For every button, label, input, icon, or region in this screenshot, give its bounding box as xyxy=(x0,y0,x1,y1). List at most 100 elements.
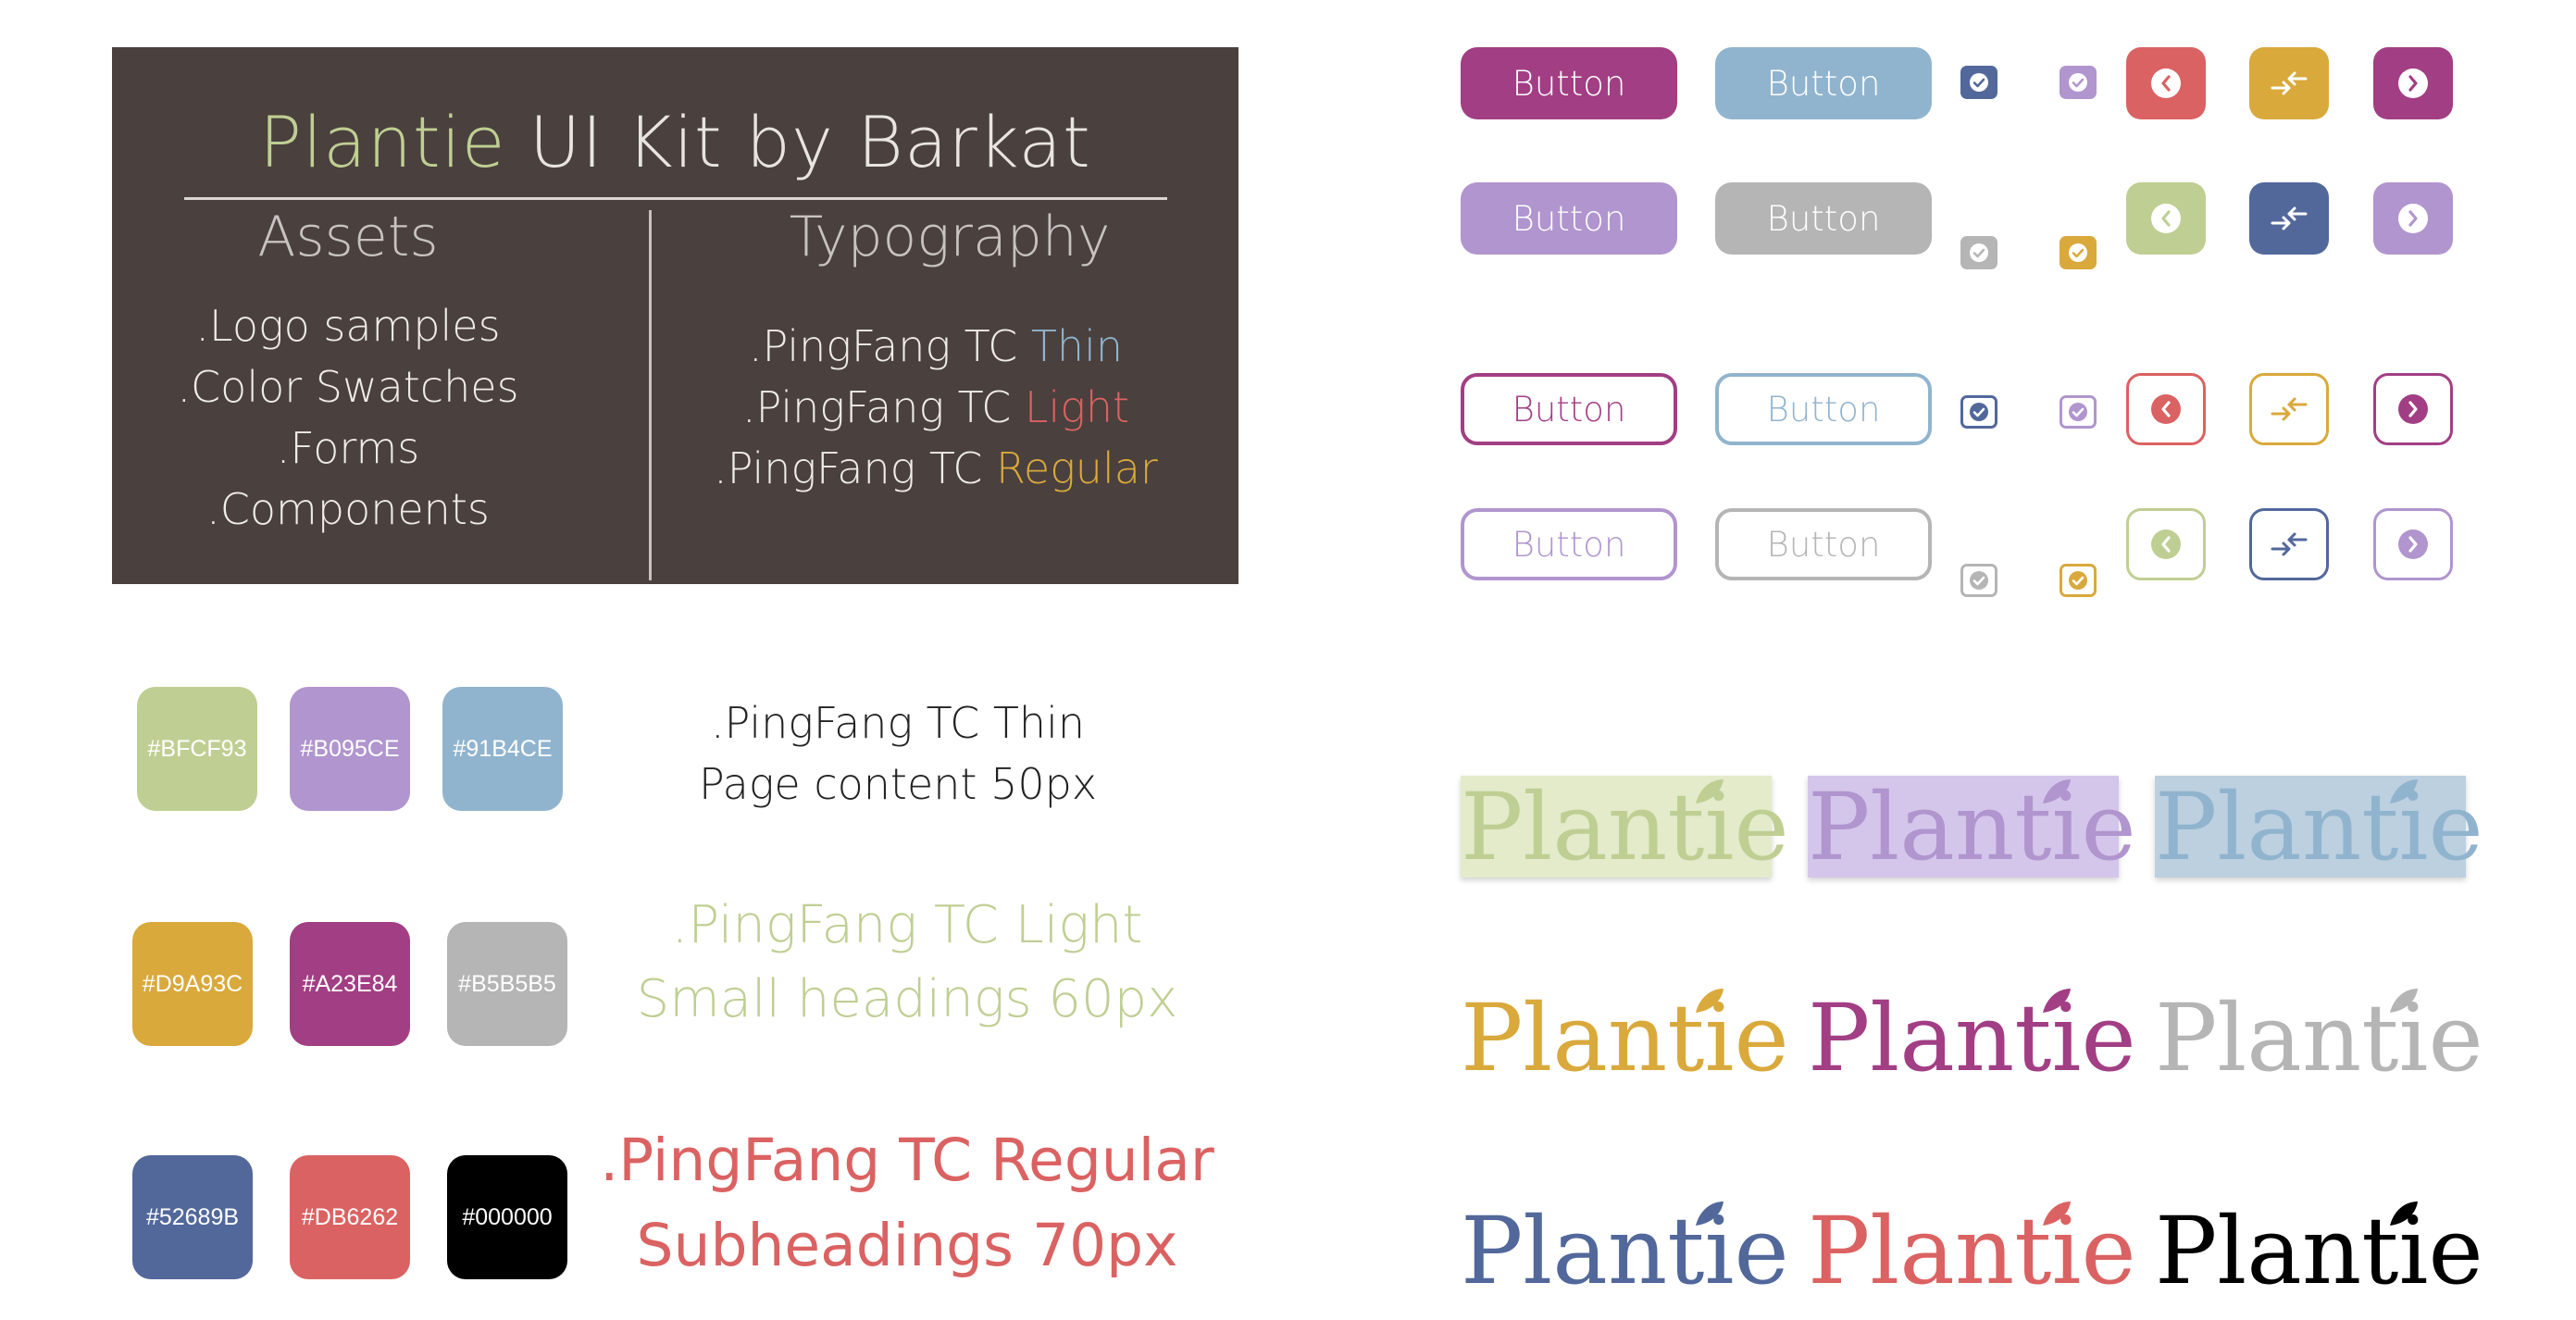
logo: Plantie xyxy=(1461,984,1789,1092)
color-swatch: #B5B5B5 xyxy=(447,922,567,1046)
chevron-right-button[interactable] xyxy=(2373,182,2453,255)
checkbox[interactable] xyxy=(2060,564,2097,597)
typography-heading: Typography xyxy=(789,205,1111,269)
leaf-icon xyxy=(2388,987,2420,1018)
type-spec-light: .PingFang TC Light Small headings 60px xyxy=(592,889,1222,1037)
check-icon xyxy=(1968,401,1990,423)
color-swatch: #DB6262 xyxy=(290,1155,410,1279)
leaf-icon xyxy=(2041,1200,2072,1231)
type-spec-name: .PingFang TC Thin xyxy=(710,698,1086,748)
check-icon xyxy=(2067,242,2089,264)
logo: Plantie xyxy=(2155,1200,2483,1301)
assets-item: .Forms xyxy=(276,423,420,473)
typography-item-weight: Light xyxy=(1024,382,1130,432)
logo-text: Plantie xyxy=(1808,1197,2136,1305)
typography-item: .PingFang TC Thin xyxy=(658,316,1213,377)
checkbox[interactable] xyxy=(2060,395,2097,429)
assets-item: .Components xyxy=(206,484,490,534)
button[interactable]: Button xyxy=(1715,182,1932,255)
chevron-right-icon xyxy=(2397,203,2429,234)
chevron-left-icon xyxy=(2150,68,2182,99)
chevron-right-button[interactable] xyxy=(2373,373,2453,445)
typography-item-weight: Thin xyxy=(1030,321,1124,371)
typography-item: .PingFang TC Regular xyxy=(658,438,1213,499)
swap-arrows-icon xyxy=(2269,395,2309,423)
title-card: Plantie UI Kit by Barkat Assets .Logo sa… xyxy=(112,47,1238,584)
swap-arrows-button[interactable] xyxy=(2249,373,2329,445)
leaf-icon xyxy=(2388,1200,2420,1231)
chevron-left-button[interactable] xyxy=(2126,508,2206,580)
title-divider xyxy=(184,197,1167,200)
button[interactable]: Button xyxy=(1715,373,1932,445)
button[interactable]: Button xyxy=(1461,508,1677,580)
chevron-right-button[interactable] xyxy=(2373,47,2453,119)
logo-text: Plantie xyxy=(1461,1197,1789,1305)
checkbox[interactable] xyxy=(1960,236,1997,269)
chevron-right-button[interactable] xyxy=(2373,508,2453,580)
typography-list: .PingFang TC Thin .PingFang TC Light .Pi… xyxy=(658,316,1213,499)
leaf-icon xyxy=(2388,778,2420,809)
swap-arrows-icon xyxy=(2269,205,2309,232)
kit-title: Plantie UI Kit by Barkat xyxy=(112,101,1238,183)
typography-item-prefix: .PingFang TC xyxy=(748,321,1031,371)
chevron-left-icon xyxy=(2150,393,2182,425)
check-icon xyxy=(1968,242,1990,264)
checkbox[interactable] xyxy=(1960,395,1997,429)
leaf-icon xyxy=(1694,778,1725,809)
swap-arrows-button[interactable] xyxy=(2249,47,2329,119)
button[interactable]: Button xyxy=(1461,182,1677,255)
logo-text: Plantie xyxy=(2155,984,2483,1092)
logo: Plantie xyxy=(1808,1197,2136,1305)
kit-title-rest: UI Kit by Barkat xyxy=(505,101,1091,183)
checkbox[interactable] xyxy=(1960,564,1997,597)
color-swatch: #D9A93C xyxy=(132,922,253,1046)
leaf-icon xyxy=(1694,987,1725,1018)
chevron-left-button[interactable] xyxy=(2126,182,2206,255)
chevron-right-icon xyxy=(2397,529,2429,560)
type-spec-usage: Subheadings 70px xyxy=(636,1212,1178,1279)
chevron-right-icon xyxy=(2397,68,2429,99)
logo-boxed: Plantie xyxy=(1808,773,2136,881)
check-icon xyxy=(2067,401,2089,423)
swap-arrows-button[interactable] xyxy=(2249,508,2329,580)
assets-list: .Logo samples .Color Swatches .Forms .Co… xyxy=(112,295,584,540)
logo-text: Plantie xyxy=(1808,984,2136,1092)
swap-arrows-button[interactable] xyxy=(2249,182,2329,255)
swap-arrows-icon xyxy=(2269,530,2309,558)
type-spec-regular: .PingFang TC Regular Subheadings 70px xyxy=(574,1118,1240,1289)
chevron-left-button[interactable] xyxy=(2126,47,2206,119)
color-swatch: #000000 xyxy=(447,1155,567,1279)
logo-text: Plantie xyxy=(1808,773,2136,881)
assets-item: .Logo samples xyxy=(195,301,501,351)
assets-heading: Assets xyxy=(257,205,439,269)
button[interactable]: Button xyxy=(1715,47,1932,119)
logo-text: Plantie xyxy=(1461,984,1789,1092)
logo-boxed: Plantie xyxy=(2155,773,2483,881)
chevron-left-button[interactable] xyxy=(2126,373,2206,445)
check-icon xyxy=(2067,71,2089,93)
kit-title-brand: Plantie xyxy=(259,101,506,183)
color-swatch: #52689B xyxy=(132,1155,253,1279)
leaf-icon xyxy=(1694,1200,1725,1231)
swap-arrows-icon xyxy=(2269,69,2309,97)
typography-item-prefix: .PingFang TC xyxy=(741,382,1025,432)
logo: Plantie xyxy=(2155,984,2483,1092)
column-divider xyxy=(649,210,652,580)
type-spec-usage: Page content 50px xyxy=(698,759,1098,809)
typography-item: .PingFang TC Light xyxy=(658,377,1213,438)
type-spec-name: .PingFang TC Light xyxy=(671,895,1143,955)
chevron-right-icon xyxy=(2397,393,2429,425)
checkbox[interactable] xyxy=(2060,236,2097,269)
typography-item-prefix: .PingFang TC xyxy=(714,443,996,493)
button[interactable]: Button xyxy=(1461,373,1677,445)
color-swatch: #91B4CE xyxy=(442,687,563,811)
button[interactable]: Button xyxy=(1715,508,1932,580)
checkbox[interactable] xyxy=(1960,66,1997,99)
type-spec-name: .PingFang TC Regular xyxy=(600,1127,1214,1194)
check-icon xyxy=(1968,569,1990,592)
button[interactable]: Button xyxy=(1461,47,1677,119)
checkbox[interactable] xyxy=(2060,66,2097,99)
logo: Plantie xyxy=(1808,984,2136,1092)
check-icon xyxy=(1968,71,1990,93)
logo-text: Plantie xyxy=(2155,773,2483,881)
